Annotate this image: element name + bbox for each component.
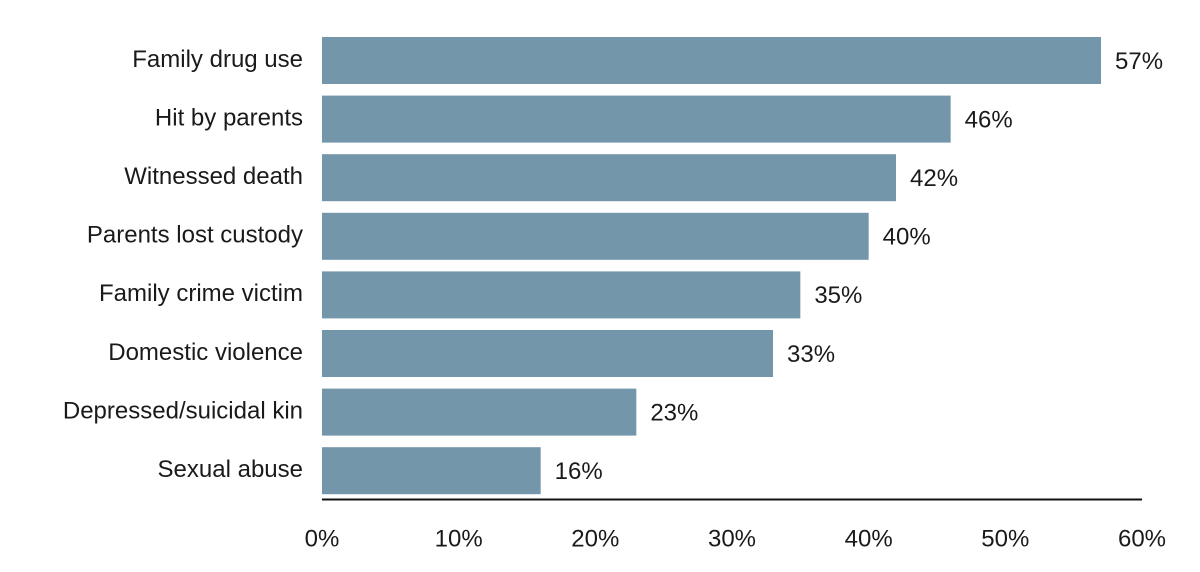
y-tick-label: Witnessed death: [124, 163, 303, 190]
x-tick-label: 30%: [708, 525, 756, 552]
y-tick-label: Domestic violence: [108, 339, 303, 366]
bar: [322, 388, 637, 436]
x-tick-label: 10%: [435, 525, 483, 552]
value-label: 42%: [910, 165, 958, 192]
value-label: 57%: [1115, 48, 1163, 75]
x-tick-label: 50%: [981, 525, 1029, 552]
value-label: 46%: [965, 106, 1013, 133]
value-label: 33%: [787, 341, 835, 368]
y-tick-label: Hit by parents: [155, 104, 303, 131]
bar: [322, 212, 869, 260]
value-label: 16%: [555, 458, 603, 485]
x-tick-label: 40%: [845, 525, 893, 552]
x-tick-label: 60%: [1118, 525, 1166, 552]
x-tick-label: 0%: [305, 525, 340, 552]
bar: [322, 271, 801, 319]
y-tick-label: Depressed/suicidal kin: [63, 397, 303, 424]
x-tick-label: 20%: [571, 525, 619, 552]
value-label: 23%: [650, 399, 698, 426]
value-label: 35%: [814, 282, 862, 309]
y-tick-label: Parents lost custody: [87, 222, 303, 249]
y-tick-label: Family crime victim: [99, 280, 303, 307]
bar: [322, 330, 773, 377]
y-tick-label: Family drug use: [132, 46, 303, 73]
bar: [322, 37, 1101, 84]
bar: [322, 447, 541, 495]
y-tick-label: Sexual abuse: [158, 456, 303, 483]
value-label: 40%: [883, 224, 931, 251]
bar: [322, 95, 951, 143]
bar: [322, 154, 896, 202]
